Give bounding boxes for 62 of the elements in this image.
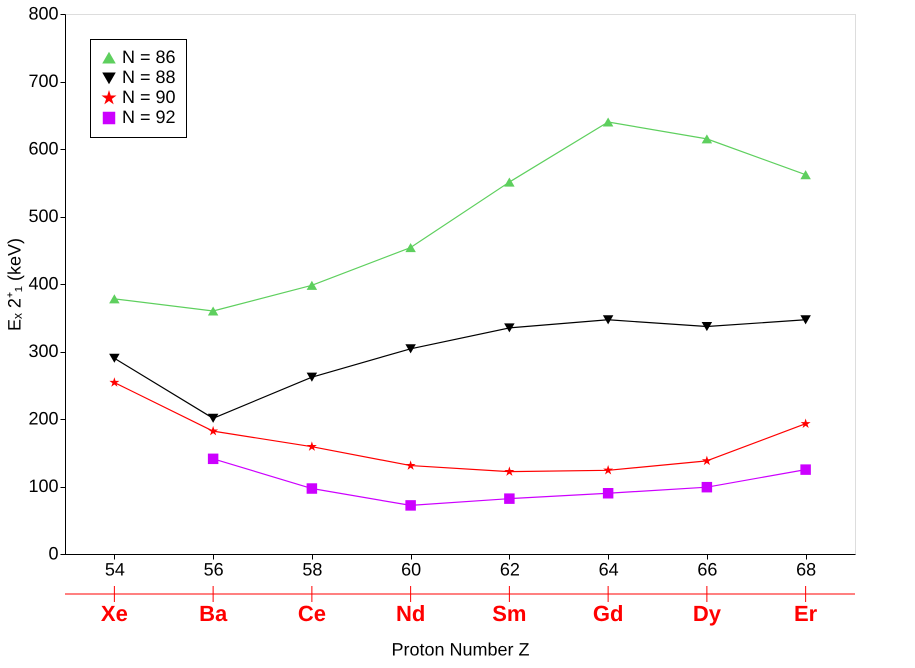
point: [800, 315, 811, 324]
point: [405, 344, 416, 354]
point: [208, 454, 218, 464]
annotation: Nd: [396, 601, 426, 626]
y-axis-title: Eₓ 2⁺₁ (keV): [4, 238, 24, 332]
point: [306, 483, 318, 494]
point: [109, 377, 120, 387]
point: [602, 117, 614, 127]
annotation: Ce: [298, 601, 326, 626]
point: [603, 465, 614, 475]
y-tick-label: 0: [48, 544, 58, 564]
y-tick-label: 200: [28, 408, 58, 428]
y-tick-label: 800: [28, 4, 58, 24]
legend-label: N = 90: [122, 87, 176, 107]
x-tick-label: 68: [796, 560, 816, 580]
point: [702, 322, 712, 332]
legend-label: N = 86: [122, 47, 176, 67]
annotation: Gd: [592, 601, 624, 626]
point: [702, 482, 712, 492]
annotation: Er: [794, 601, 818, 626]
point: [702, 134, 712, 144]
legend-label: N = 92: [122, 107, 176, 127]
point: [800, 170, 811, 180]
y-tick-label: 100: [28, 476, 58, 496]
x-tick-label: 64: [598, 560, 619, 580]
point: [602, 315, 614, 324]
point: [306, 280, 318, 290]
y-tick-label: 600: [28, 138, 58, 158]
point: [504, 178, 515, 187]
point: [602, 488, 614, 498]
point: [109, 294, 120, 304]
annotation: Ba: [199, 601, 228, 626]
point: [504, 323, 515, 332]
annotation: Sm: [492, 601, 526, 626]
x-axis-title: Proton Number Z: [391, 640, 530, 660]
x-tick-label: 58: [302, 560, 322, 580]
point: [208, 414, 218, 423]
point: [504, 466, 514, 476]
y-tick-label: 300: [28, 341, 58, 361]
point: [405, 500, 416, 511]
point: [306, 372, 318, 382]
x-tick-label: 56: [204, 560, 224, 580]
x-tick-label: 54: [104, 560, 125, 580]
point: [800, 418, 811, 428]
point: [208, 426, 218, 436]
point: [109, 354, 120, 363]
point: [406, 460, 416, 470]
point: [405, 243, 416, 252]
point: [702, 456, 712, 466]
point: [208, 306, 218, 316]
x-tick-label: 62: [500, 560, 520, 580]
y-tick-label: 500: [28, 206, 58, 226]
legend-label: N = 88: [122, 67, 176, 87]
x-tick-label: 60: [401, 560, 422, 580]
point: [800, 464, 811, 475]
annotation: Xe: [100, 601, 128, 626]
y-tick-label: 700: [28, 71, 58, 91]
point: [504, 493, 515, 504]
x-tick-label: 66: [697, 560, 718, 580]
point: [306, 441, 317, 451]
y-tick-label: 400: [28, 274, 58, 294]
annotation: Dy: [692, 601, 722, 626]
